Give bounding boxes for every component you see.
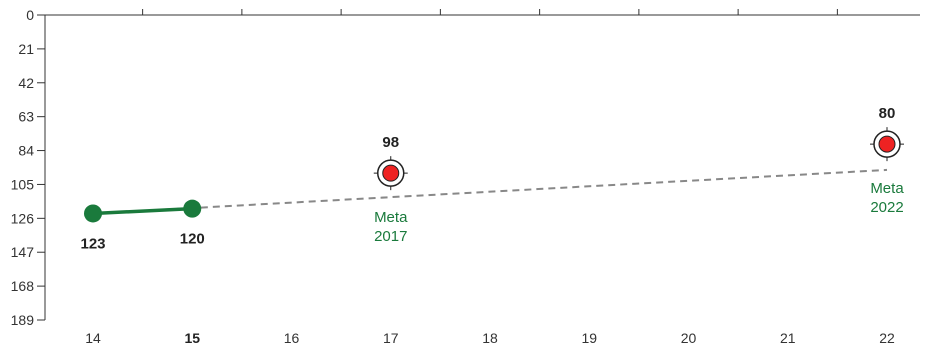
actual-value-label: 120	[180, 231, 205, 248]
x-axis-ticks: 14 15 16 17 18 19 20 21 22	[85, 9, 895, 345]
target-markers-group: 98 Meta 2017 80 Meta 2022	[373, 105, 904, 245]
target-year-label: 2017	[374, 228, 407, 245]
actual-point	[84, 204, 102, 223]
y-tick-label: 0	[26, 7, 34, 23]
x-tick-label: 16	[284, 330, 300, 345]
y-tick-label: 84	[18, 143, 34, 159]
y-tick-label: 189	[11, 312, 35, 328]
y-tick-label: 147	[11, 244, 35, 260]
y-tick-label: 63	[18, 109, 34, 125]
x-tick-label: 21	[780, 330, 796, 345]
trend-line-group	[92, 168, 888, 215]
x-tick-label: 15	[184, 330, 200, 345]
x-tick-label: 22	[879, 330, 895, 345]
y-tick-label: 42	[18, 75, 34, 91]
x-tick-label: 14	[85, 330, 101, 345]
y-tick-label: 126	[11, 210, 35, 226]
target-point	[878, 135, 896, 153]
x-tick-label: 17	[383, 330, 399, 345]
x-tick-label: 20	[681, 330, 697, 345]
y-tick-label: 21	[18, 41, 34, 57]
target-value-label: 98	[382, 134, 399, 151]
target-meta-label: Meta	[374, 209, 408, 226]
target-value-label: 80	[879, 105, 896, 122]
y-tick-label: 168	[11, 278, 35, 294]
target-year-label: 2022	[870, 199, 903, 216]
target-meta-label: Meta	[870, 180, 904, 197]
y-axis-ticks: 0 21 42 63 84 105 126 147 168 189	[11, 7, 45, 328]
actual-series-line	[92, 206, 193, 216]
x-tick-label: 18	[482, 330, 498, 345]
actual-value-label: 123	[80, 235, 105, 252]
actual-series-group: 123 120	[80, 199, 205, 252]
target-point	[382, 164, 400, 182]
actual-point	[183, 199, 202, 218]
y-tick-label: 105	[11, 176, 35, 192]
x-tick-label: 19	[581, 330, 597, 345]
trend-line	[92, 168, 888, 215]
axes	[44, 14, 920, 320]
